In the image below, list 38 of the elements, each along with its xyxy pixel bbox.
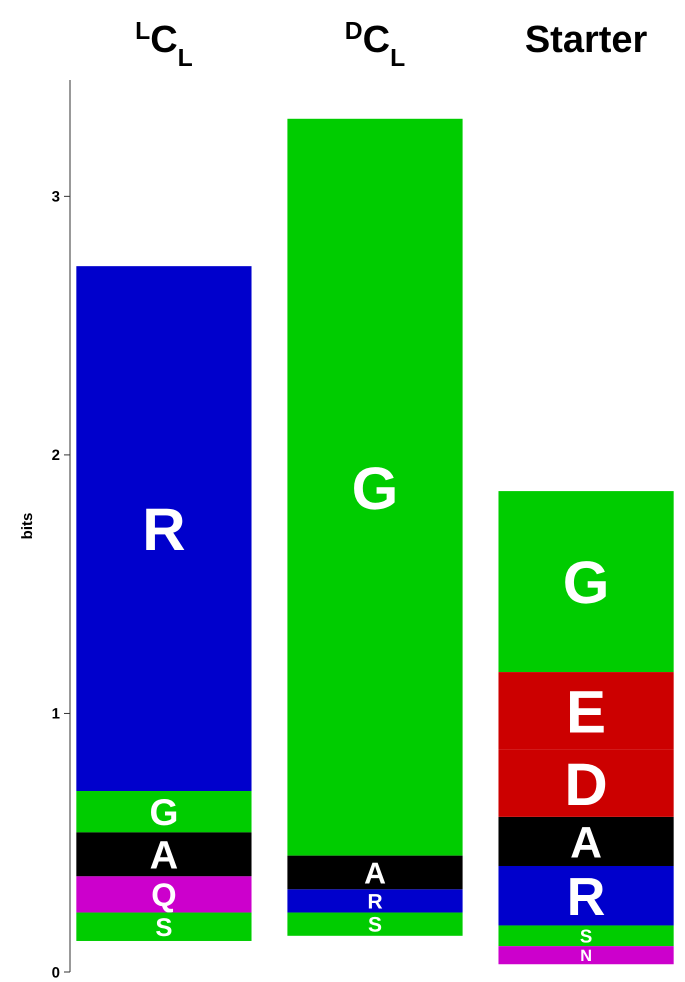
series-label: S <box>580 926 592 947</box>
bar <box>76 832 252 876</box>
bar <box>287 889 463 913</box>
x-tick-label: Starter <box>524 19 648 61</box>
x-tick-label: $^{L}$C$_{L}$ <box>135 18 193 72</box>
bar <box>498 946 674 964</box>
x-tick-label: $^{D}$C$_{L}$ <box>344 18 406 72</box>
series-label: D <box>564 750 608 818</box>
text: S <box>155 914 172 942</box>
text: R <box>142 496 186 564</box>
bar <box>76 791 252 832</box>
bar <box>76 912 252 941</box>
text: G <box>352 454 398 522</box>
text: R <box>566 868 606 927</box>
y-tick-label: 1 <box>52 706 60 723</box>
series-label: Q <box>151 877 177 914</box>
bar <box>498 925 674 946</box>
bar <box>76 266 252 792</box>
series-label: N <box>580 947 592 966</box>
bar <box>498 491 674 672</box>
text: G <box>562 549 610 616</box>
series-label: A <box>364 857 386 890</box>
series-label: E <box>566 678 606 746</box>
text: A <box>570 818 602 868</box>
text: A <box>150 834 178 878</box>
bar <box>498 866 674 926</box>
series-label: G <box>149 791 178 834</box>
bar <box>287 912 463 936</box>
y-tick-label: 2 <box>52 447 60 464</box>
bar <box>498 816 674 866</box>
y-tick-label: 0 <box>52 964 60 982</box>
text: S <box>368 914 382 937</box>
bar <box>287 856 463 890</box>
bar <box>287 118 463 856</box>
y-tick-label: 3 <box>52 188 60 206</box>
bar <box>76 876 252 913</box>
series-label: R <box>367 890 383 914</box>
y-axis-title: bits <box>19 512 36 540</box>
